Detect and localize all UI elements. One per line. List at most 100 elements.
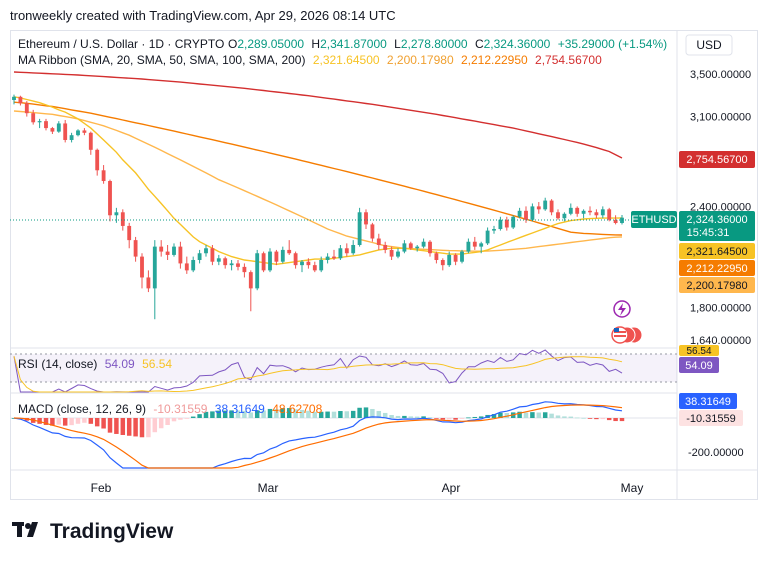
candle [511, 215, 516, 230]
candle [543, 197, 548, 211]
candle [50, 126, 55, 134]
price-pane [12, 71, 624, 320]
candle [37, 118, 42, 129]
legend-c: 2,324.36000 [484, 37, 551, 51]
price-chart[interactable]: Ethereum / U.S. Dollar · 1D · CRYPTO O2,… [0, 0, 768, 500]
currency-button[interactable]: USD [696, 38, 722, 52]
candle [44, 118, 48, 131]
us-flag-events-icon[interactable] [611, 326, 643, 344]
macd-histogram-bar [197, 414, 202, 418]
candle [549, 199, 554, 216]
macd-histogram-bar [133, 418, 138, 437]
macd-pane [10, 401, 677, 469]
ma100-tag-bg [679, 260, 755, 276]
candle [165, 244, 170, 260]
candle-body [56, 123, 61, 132]
candle-body [248, 272, 253, 289]
macd-histogram-bar [434, 418, 439, 419]
macd-histogram-bar [267, 408, 273, 418]
candle [133, 236, 138, 262]
macd-histogram-bar [517, 411, 522, 418]
candle-body [421, 241, 426, 247]
macd-legend: MACD (close, 12, 26, 9) -10.31559 38.316… [18, 402, 323, 416]
candle [344, 243, 349, 257]
macd-histogram-bar [562, 416, 567, 418]
macd-histogram-bar [280, 408, 286, 418]
macd-histogram-bar [459, 418, 465, 419]
candle-body [197, 253, 202, 260]
candle-body [338, 248, 343, 259]
macd-histogram-bar [229, 410, 234, 418]
x-label-mar: Mar [258, 481, 279, 495]
candle [210, 244, 215, 266]
candle [607, 207, 612, 222]
candle [216, 254, 221, 266]
candle-body [575, 207, 580, 214]
candle [127, 222, 132, 249]
rsi-ma-tag-bg [679, 345, 719, 356]
macd-histogram-bar [382, 412, 388, 418]
candle-body [229, 263, 234, 266]
macd-histogram-bar [120, 418, 126, 435]
candle [146, 270, 151, 293]
candle-body [434, 253, 439, 260]
macd-histogram-bar [235, 410, 241, 418]
candle-body [63, 123, 68, 140]
macd-histogram-bar [478, 416, 484, 418]
candle-body [498, 219, 503, 230]
candle-body [428, 241, 432, 254]
candle [293, 251, 298, 269]
macd-histogram-bar [408, 416, 414, 418]
currency-button-bg[interactable] [685, 34, 733, 56]
candle [95, 148, 100, 176]
macd-hist-tag: -10.31559 [686, 413, 736, 425]
candle-body [600, 209, 605, 216]
candle-body [287, 249, 292, 254]
macd-histogram-bar [555, 415, 561, 418]
candle [466, 238, 471, 254]
candle-body [37, 121, 42, 123]
candle [88, 131, 93, 155]
candle [236, 259, 240, 271]
candle [332, 249, 336, 260]
macd-value-legend: 38.31649 [215, 402, 265, 416]
symbol-tag: ETHUSD [631, 214, 676, 226]
rsi-value-tag: 54.09 [685, 360, 713, 372]
candle-body [607, 209, 612, 220]
macd-histogram-bar [50, 418, 55, 426]
candle-body [466, 241, 471, 252]
legend-c-label: C [475, 37, 484, 51]
candle [152, 240, 157, 320]
candle-body [543, 200, 548, 210]
candle [402, 240, 407, 254]
macd-histogram-bar [472, 416, 478, 418]
candle-body [184, 263, 189, 271]
candle-body [396, 251, 400, 257]
legend-ma20: 2,321.64500 [313, 53, 380, 67]
candle-body [568, 207, 573, 214]
candle-body [268, 251, 272, 271]
candle [530, 203, 535, 222]
lightning-icon-glyph [618, 303, 626, 316]
candle [498, 216, 503, 231]
candle [63, 119, 68, 143]
macd-histogram-bar [146, 418, 151, 438]
candle-body [312, 265, 317, 271]
macd-hist-legend: -10.31559 [153, 402, 207, 416]
macd-histogram-bar [82, 418, 87, 423]
price-axis-label: 1,640.00000 [690, 335, 751, 347]
candle [76, 129, 80, 137]
candle-body [556, 212, 560, 219]
ma50-line [13, 110, 623, 252]
rsi-ma-tag: 56.54 [686, 346, 711, 357]
candle [101, 165, 106, 184]
candle-body [178, 246, 183, 264]
candle-body [402, 243, 407, 252]
macd-histogram-bar [171, 418, 177, 422]
macd-histogram-bar [37, 418, 42, 424]
candle [453, 253, 458, 266]
tradingview-logo[interactable]: TradingView [12, 519, 173, 545]
candle [56, 121, 61, 133]
candle-body [172, 246, 176, 255]
candle [274, 249, 279, 266]
